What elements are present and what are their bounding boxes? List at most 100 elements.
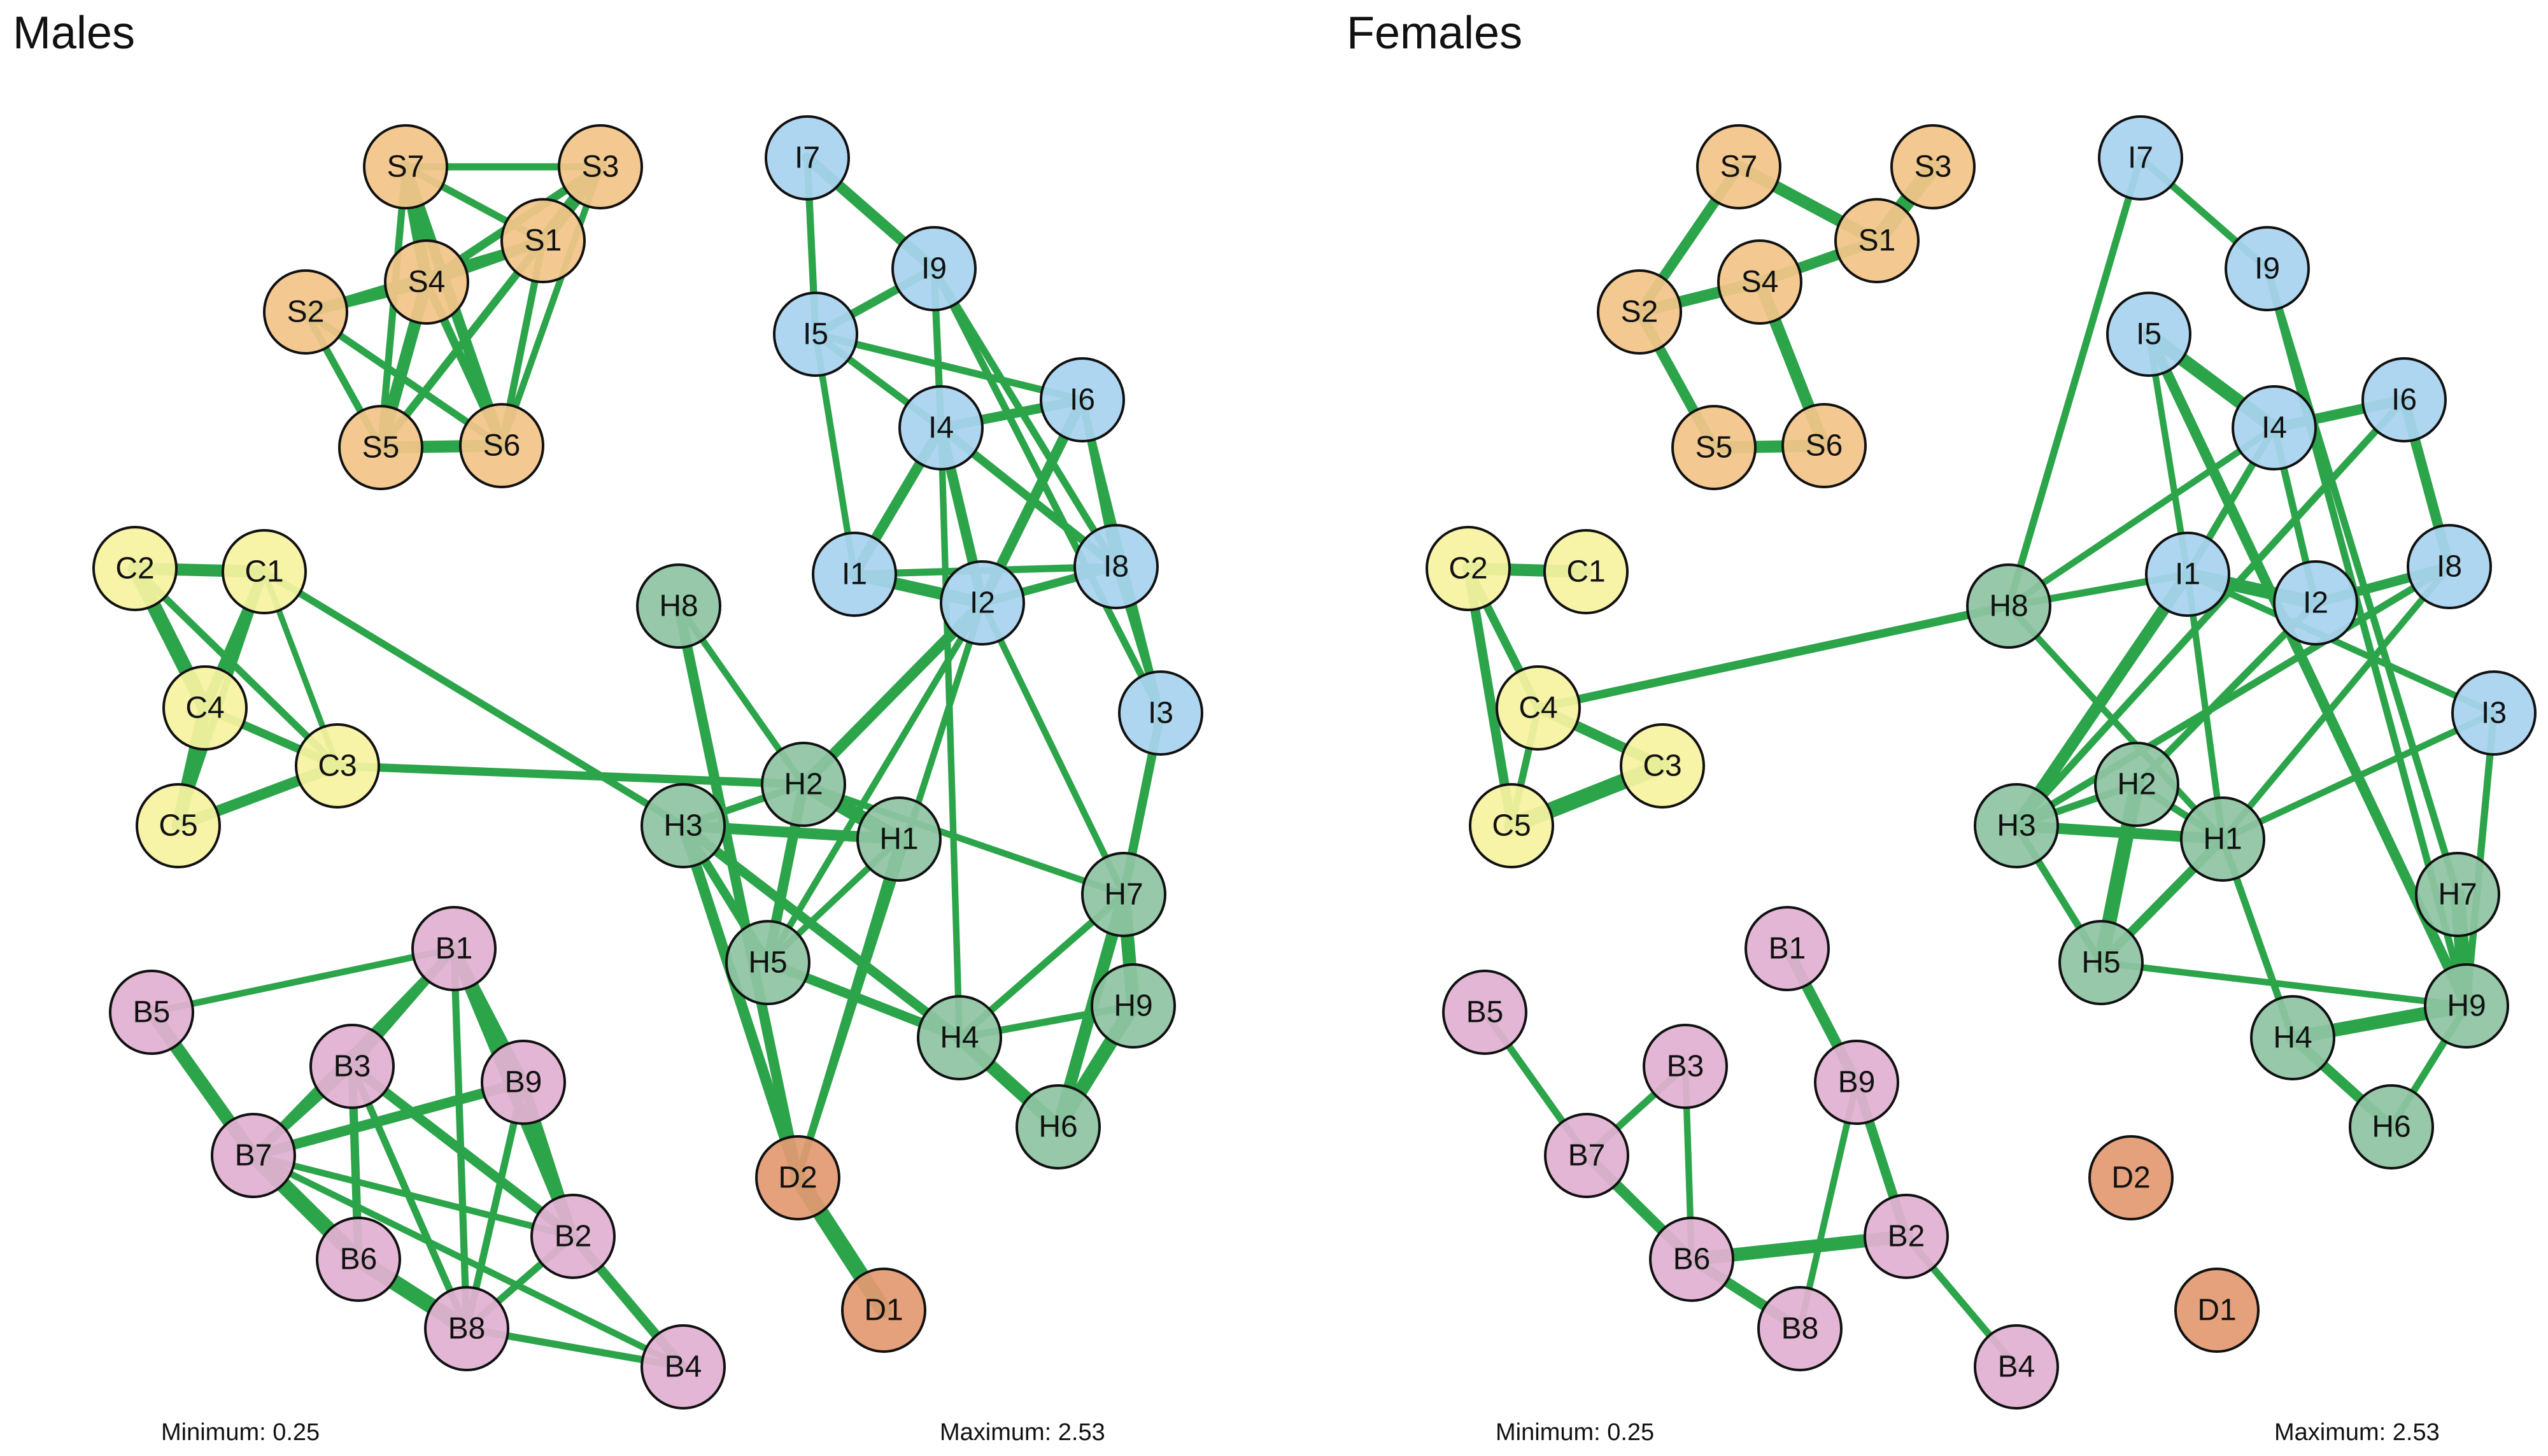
node-males-c3: C3 xyxy=(295,723,380,809)
node-circle xyxy=(940,560,1025,646)
node-circle xyxy=(773,292,858,377)
node-females-h5: H5 xyxy=(2058,920,2144,1005)
node-males-i3: I3 xyxy=(1118,670,1203,756)
node-females-b3: B3 xyxy=(1643,1024,1728,1109)
node-label: B3 xyxy=(334,1050,371,1084)
node-label: S1 xyxy=(525,224,562,258)
node-label: H5 xyxy=(748,946,787,980)
node-label: H2 xyxy=(2117,768,2156,802)
node-circle xyxy=(1426,526,1511,611)
node-label: I3 xyxy=(2481,696,2507,730)
node-circle xyxy=(898,385,984,470)
edge-males-i2-h7 xyxy=(979,599,1128,898)
node-label: I1 xyxy=(2175,558,2200,591)
edge-females-i8-h1 xyxy=(2219,563,2453,843)
node-label: I4 xyxy=(2261,411,2287,445)
node-circle xyxy=(636,563,721,649)
node-label: I8 xyxy=(1103,550,1129,584)
node-circle xyxy=(1040,357,1125,442)
node-circle xyxy=(2225,226,2310,311)
node-circle xyxy=(1118,670,1203,756)
node-circle xyxy=(917,995,1002,1080)
node-females-i7: I7 xyxy=(2098,115,2183,201)
node-label: H9 xyxy=(2447,989,2486,1023)
node-circle xyxy=(2098,115,2183,201)
node-label: H5 xyxy=(2081,946,2120,980)
node-circle xyxy=(481,1040,566,1125)
node-label: B2 xyxy=(1888,1220,1925,1254)
node-label: S3 xyxy=(1915,150,1952,184)
node-females-i9: I9 xyxy=(2225,226,2310,311)
node-label: H4 xyxy=(2273,1021,2312,1055)
edge-males-b1-b8 xyxy=(450,945,471,1332)
node-label: B5 xyxy=(133,996,171,1029)
node-circle xyxy=(424,1286,509,1371)
edge-males-i9-i3 xyxy=(930,265,1164,717)
node-label: C2 xyxy=(1448,552,1487,586)
node-females-h9: H9 xyxy=(2424,963,2509,1049)
node-label: H7 xyxy=(2438,878,2477,912)
node-females-h6: H6 xyxy=(2349,1084,2434,1170)
node-circle xyxy=(2232,385,2317,470)
node-label: H6 xyxy=(1038,1110,1077,1144)
node-males-b9: B9 xyxy=(481,1040,566,1125)
node-label: I7 xyxy=(2128,141,2153,175)
node-males-h3: H3 xyxy=(641,783,726,868)
node-males-i9: I9 xyxy=(891,226,977,311)
node-females-b9: B9 xyxy=(1814,1040,1899,1125)
node-circle xyxy=(384,239,469,325)
edge-males-b1-b5 xyxy=(148,945,458,1016)
node-females-b2: B2 xyxy=(1864,1194,1949,1279)
node-circle xyxy=(812,532,897,617)
node-label: I1 xyxy=(842,558,867,591)
edge-males-b3-b2 xyxy=(347,1061,578,1241)
node-males-i7: I7 xyxy=(765,115,850,201)
edge-males-h3-h4 xyxy=(678,821,965,1043)
minimum-label-females: Minimum: 0.25 xyxy=(1496,1419,1654,1446)
node-males-c5: C5 xyxy=(136,783,221,868)
node-circle xyxy=(1814,1040,1899,1125)
edge-females-h8-h1 xyxy=(2005,602,2226,843)
node-circle xyxy=(2250,995,2335,1080)
node-label: S4 xyxy=(1741,265,1779,299)
node-circle xyxy=(1864,1194,1949,1279)
node-label: S7 xyxy=(387,150,425,184)
node-males-h7: H7 xyxy=(1081,852,1166,937)
node-females-i3: I3 xyxy=(2451,670,2537,756)
node-circle xyxy=(2088,1135,2174,1220)
node-circle xyxy=(1834,198,1920,283)
maximum-label-males: Maximum: 2.53 xyxy=(940,1419,1105,1446)
node-males-s1: S1 xyxy=(500,198,586,283)
node-females-c3: C3 xyxy=(1620,723,1705,809)
node-males-h8: H8 xyxy=(636,563,721,649)
edge-males-b7-b4 xyxy=(250,1152,687,1371)
node-circle xyxy=(92,526,178,611)
edge-males-h8-d2 xyxy=(673,600,803,1184)
node-circle xyxy=(2349,1084,2434,1170)
node-females-s6: S6 xyxy=(1781,403,1867,488)
node-circle xyxy=(2058,920,2144,1005)
node-label: B5 xyxy=(1466,996,1504,1029)
node-circle xyxy=(222,529,307,614)
panel-title-males: Males xyxy=(13,8,135,59)
node-label: B6 xyxy=(1673,1243,1711,1276)
node-circle xyxy=(1974,783,2059,868)
node-circle xyxy=(641,1324,726,1410)
node-males-s2: S2 xyxy=(263,269,348,355)
node-label: I8 xyxy=(2437,550,2462,584)
node-circle xyxy=(1469,783,1554,868)
edge-females-i4-h8 xyxy=(2005,424,2278,610)
node-circle xyxy=(1442,970,1527,1055)
node-males-b8: B8 xyxy=(424,1286,509,1371)
panel-title-females: Females xyxy=(1347,8,1522,59)
node-females-s2: S2 xyxy=(1597,269,1682,355)
edge-females-i6-h3 xyxy=(2013,396,2408,830)
node-label: C3 xyxy=(318,749,357,783)
node-males-i5: I5 xyxy=(773,292,858,377)
node-label: D1 xyxy=(2197,1294,2236,1327)
node-females-h8: H8 xyxy=(1966,563,2051,649)
node-circle xyxy=(2106,292,2191,377)
node-circle xyxy=(856,796,942,882)
node-circle xyxy=(1543,529,1629,614)
